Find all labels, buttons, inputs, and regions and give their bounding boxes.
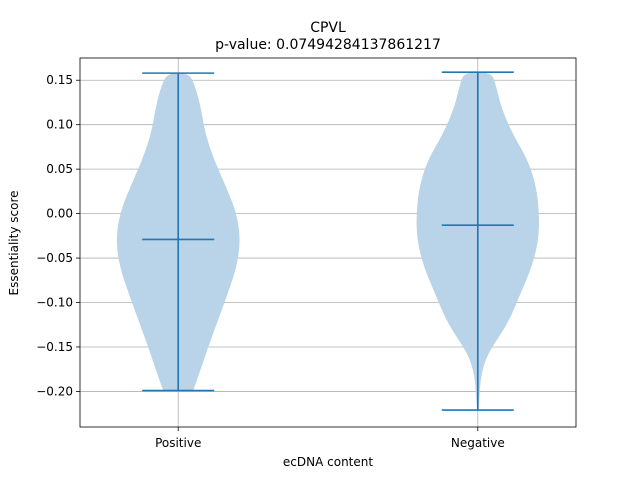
x-axis-ticks: Positive Negative [155,427,505,450]
y-tick-label: 0.05 [46,162,73,176]
y-tick-label: −0.20 [36,384,73,398]
y-axis-ticks: 0.15 0.10 0.05 0.00 −0.05 −0.10 −0.15 −0.20 [36,73,80,398]
y-tick-label: 0.00 [46,207,73,221]
y-tick-label: −0.10 [36,296,73,310]
x-tick-label: Negative [451,436,505,450]
y-tick-label: 0.10 [46,118,73,132]
y-tick-label: −0.05 [36,251,73,265]
violins [116,71,539,411]
chart-subtitle: p-value: 0.07494284137861217 [215,37,441,53]
y-tick-label: 0.15 [46,73,73,87]
chart-title: CPVL [310,20,346,36]
y-tick-label: −0.15 [36,340,73,354]
y-axis-label: Essentiality score [7,191,21,296]
plot-frame [79,57,577,428]
x-axis-label: ecDNA content [283,455,373,469]
x-tick-label: Positive [155,436,201,450]
